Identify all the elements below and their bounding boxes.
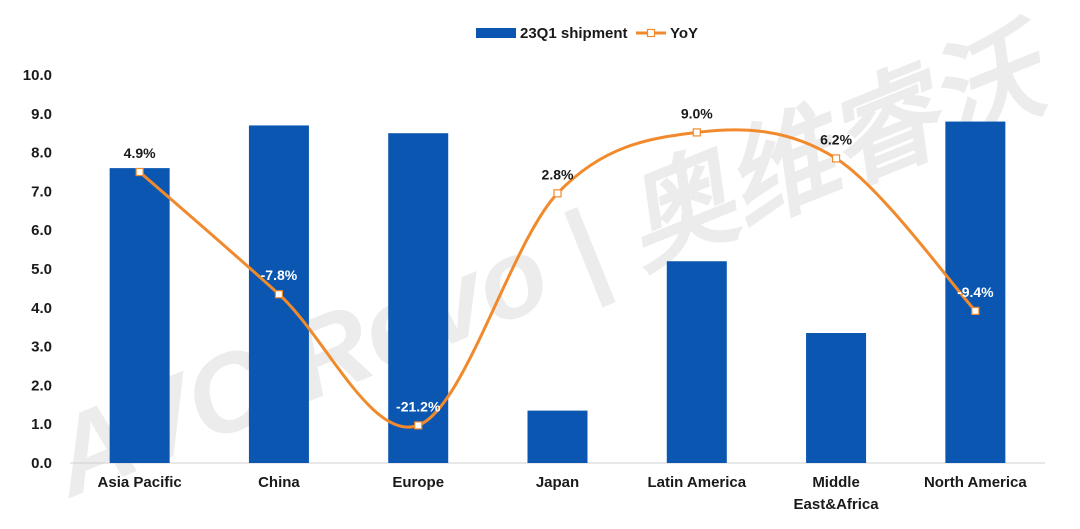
legend-label-bar: 23Q1 shipment (520, 25, 628, 42)
bar (945, 121, 1006, 463)
yoy-data-label: 6.2% (820, 131, 852, 147)
yoy-data-label: 9.0% (681, 105, 713, 121)
bar (527, 410, 588, 463)
yoy-data-label: -7.8% (261, 267, 298, 283)
yoy-marker (971, 306, 980, 316)
x-category-label: Japan (536, 474, 579, 491)
y-tick-label: 2.0 (31, 377, 52, 394)
yoy-series: 4.9% -7.8% -21.2% 2.8% 9.0% 6.2% -9.4% (124, 105, 994, 430)
x-category-label: Middle East&Africa (794, 474, 880, 513)
yoy-marker (553, 189, 562, 198)
legend-label-line: YoY (670, 25, 698, 42)
yoy-marker (135, 167, 144, 177)
y-tick-label: 1.0 (31, 416, 52, 433)
x-category-label: North America (924, 474, 1027, 491)
yoy-data-label: -9.4% (957, 284, 994, 300)
y-tick-label: 6.0 (31, 222, 52, 239)
x-category-label: China (258, 474, 300, 491)
y-tick-label: 3.0 (31, 339, 52, 356)
y-tick-label: 10.0 (23, 67, 52, 84)
legend-swatch-marker (646, 28, 656, 38)
y-tick-label: 5.0 (31, 261, 52, 278)
yoy-data-label: 4.9% (124, 145, 156, 161)
legend-swatch-bar (476, 28, 516, 38)
y-tick-label: 7.0 (31, 183, 52, 200)
yoy-marker (692, 128, 701, 137)
x-axis: Asia Pacific China Europe Japan Latin Americ… (98, 474, 1028, 513)
bar (666, 261, 727, 463)
legend: 23Q1 shipment YoY (476, 25, 698, 42)
yoy-marker (274, 290, 284, 299)
yoy-data-label: -21.2% (396, 398, 441, 414)
x-category-label: Europe (392, 474, 444, 491)
bar (806, 333, 867, 463)
yoy-marker (414, 421, 423, 430)
y-tick-label: 8.0 (31, 145, 52, 162)
y-tick-label: 9.0 (31, 106, 52, 123)
yoy-data-label: 2.8% (542, 166, 574, 182)
bar (109, 168, 170, 463)
y-tick-label: 4.0 (31, 300, 52, 317)
y-tick-label: 0.0 (31, 455, 52, 472)
x-category-label: Asia Pacific (98, 474, 182, 491)
bar-series (109, 121, 1006, 463)
x-category-label: Latin America (647, 474, 746, 491)
yoy-marker (831, 154, 841, 163)
